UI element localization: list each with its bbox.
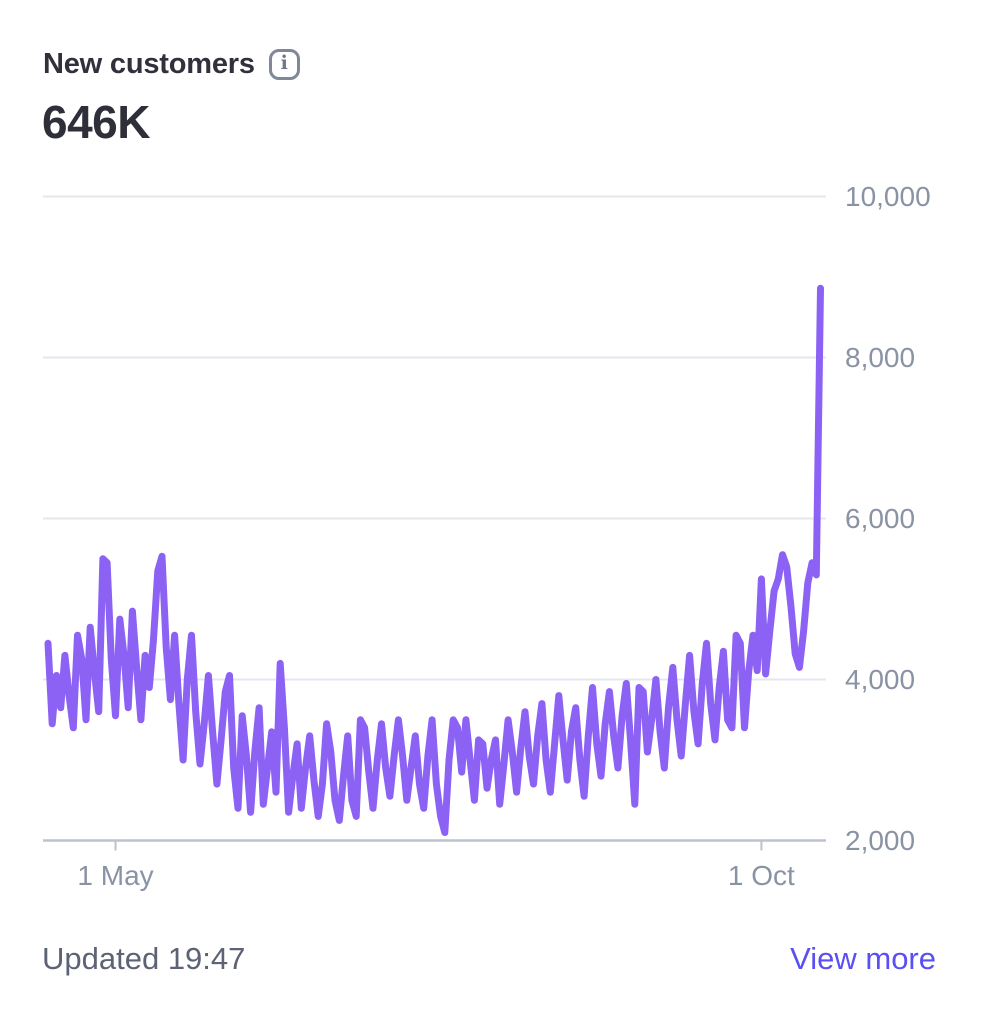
metric-value: 646K bbox=[42, 96, 150, 148]
x-axis-label: 1 May bbox=[77, 860, 154, 891]
card-title: New customers bbox=[43, 48, 255, 80]
y-axis-label: 10,000 bbox=[845, 180, 931, 212]
y-axis-label: 6,000 bbox=[845, 502, 916, 534]
x-axis-label: 1 Oct bbox=[727, 860, 795, 891]
view-more-link[interactable]: View more bbox=[790, 941, 936, 976]
card-header: New customers i bbox=[43, 48, 300, 81]
info-icon[interactable]: i bbox=[268, 49, 300, 80]
info-icon-glyph: i bbox=[280, 52, 288, 74]
y-axis-label: 8,000 bbox=[845, 341, 916, 373]
y-axis-label: 2,000 bbox=[845, 824, 916, 856]
y-axis-label: 4,000 bbox=[845, 663, 916, 695]
updated-timestamp: Updated 19:47 bbox=[42, 941, 246, 976]
chart-line bbox=[44, 284, 824, 836]
